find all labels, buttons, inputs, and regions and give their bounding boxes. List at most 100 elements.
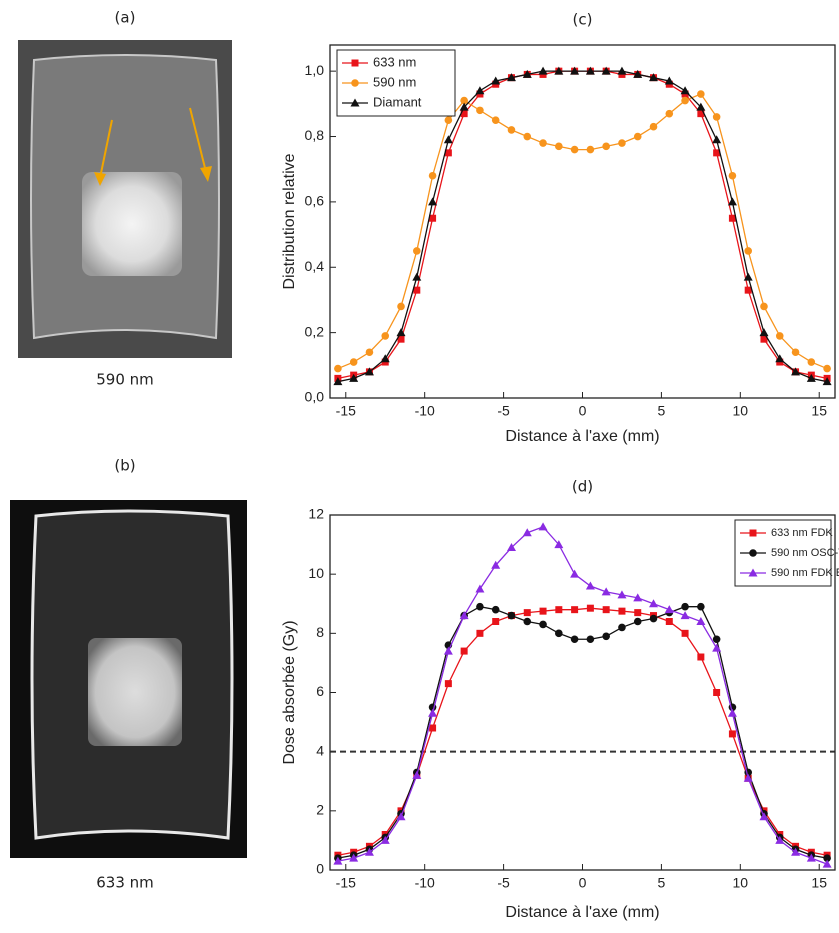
x-tick-label: -5	[497, 403, 510, 419]
image-caption: 633 nm	[96, 874, 154, 892]
marker	[334, 364, 342, 373]
series-line	[337, 93, 828, 370]
x-tick-label: -10	[415, 403, 435, 419]
marker	[601, 66, 611, 75]
marker	[617, 590, 627, 599]
marker	[555, 606, 563, 614]
x-tick-label: 0	[579, 875, 587, 891]
marker	[712, 113, 721, 121]
marker	[475, 86, 485, 95]
marker	[349, 358, 358, 366]
marker	[476, 629, 484, 637]
marker	[602, 142, 610, 151]
marker	[507, 126, 516, 134]
marker	[585, 581, 595, 590]
marker	[791, 847, 801, 856]
marker	[365, 348, 374, 357]
marker	[697, 653, 705, 661]
marker	[538, 522, 548, 531]
y-tick-label: 0	[316, 861, 324, 877]
marker	[618, 139, 626, 147]
marker	[523, 132, 532, 141]
marker	[492, 618, 500, 625]
x-tick-label: 10	[733, 403, 749, 419]
marker	[460, 647, 468, 655]
marker	[522, 528, 532, 537]
marker	[633, 69, 643, 78]
marker	[712, 643, 722, 652]
marker	[333, 856, 343, 865]
y-tick-label: 4	[316, 742, 324, 758]
marker	[443, 646, 453, 655]
marker	[570, 569, 580, 578]
marker	[333, 377, 343, 386]
chart-title: (d)	[572, 478, 593, 496]
marker	[397, 302, 405, 311]
marker	[412, 770, 422, 779]
marker	[727, 197, 737, 206]
marker	[570, 145, 579, 154]
marker	[744, 247, 753, 255]
legend-marker	[351, 79, 359, 87]
marker	[618, 623, 626, 632]
x-tick-label: 5	[658, 403, 666, 419]
x-tick-label: -15	[336, 875, 356, 891]
marker	[713, 689, 721, 696]
marker	[775, 332, 784, 340]
marker	[728, 171, 737, 180]
marker	[523, 609, 531, 617]
marker	[364, 367, 374, 376]
marker	[602, 632, 610, 641]
y-tick-label: 10	[308, 565, 324, 581]
marker	[601, 587, 611, 596]
legend-marker	[749, 529, 757, 537]
marker	[649, 614, 658, 623]
marker	[791, 348, 800, 357]
marker	[554, 66, 564, 75]
marker	[555, 142, 563, 151]
marker	[822, 377, 832, 386]
marker	[585, 66, 595, 75]
marker	[570, 635, 579, 644]
marker	[680, 611, 690, 620]
marker	[791, 367, 801, 376]
marker	[696, 617, 706, 625]
y-tick-label: 0,6	[305, 193, 325, 209]
marker	[349, 853, 359, 862]
marker	[680, 86, 690, 95]
marker	[506, 73, 516, 82]
x-axis-label: Distance à l'axe (mm)	[505, 904, 659, 921]
marker	[443, 135, 453, 144]
marker	[380, 835, 390, 844]
x-tick-label: 10	[733, 875, 749, 891]
image-633	[10, 500, 247, 858]
marker	[697, 110, 705, 118]
y-tick-label: 0,2	[305, 323, 325, 339]
marker	[759, 812, 769, 821]
y-tick-label: 0,0	[305, 389, 325, 405]
y-tick-label: 1,0	[305, 62, 325, 78]
marker	[429, 214, 437, 222]
marker	[539, 620, 547, 629]
marker	[649, 122, 658, 131]
marker	[822, 859, 832, 868]
marker	[570, 66, 580, 75]
marker	[744, 286, 752, 294]
marker	[523, 617, 532, 626]
marker	[491, 116, 500, 124]
marker	[396, 812, 406, 821]
legend-label: 590 nm OSC-TV	[771, 547, 839, 559]
marker	[823, 364, 831, 373]
marker	[428, 708, 438, 717]
series-line	[337, 526, 828, 865]
legend-marker	[748, 568, 758, 577]
marker	[413, 286, 421, 294]
y-tick-label: 6	[316, 683, 324, 699]
marker	[649, 73, 659, 82]
marker	[712, 135, 722, 144]
marker	[807, 358, 816, 366]
marker	[397, 335, 405, 343]
y-axis-label: Dose absorbée (Gy)	[281, 620, 298, 764]
y-axis-label: Distribution relative	[281, 153, 298, 289]
marker	[697, 602, 705, 611]
